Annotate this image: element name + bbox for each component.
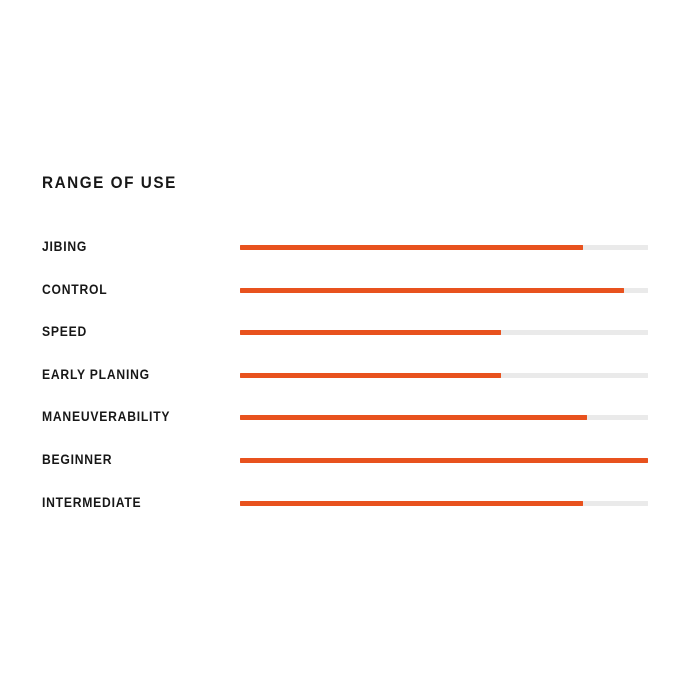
chart-row-label: JIBING [42, 239, 88, 254]
chart-row-fill [240, 415, 587, 421]
chart-row-fill [240, 330, 502, 336]
chart-row-track [240, 500, 648, 506]
chart-row-fill [240, 457, 648, 463]
chart-row-label: BEGINNER [42, 451, 113, 467]
chart-row-fill [240, 372, 502, 378]
chart-row-track [240, 457, 648, 463]
chart-row-fill [240, 245, 583, 250]
chart-row: INTERMEDIATE [0, 491, 700, 534]
chart-row-label: MANEUVERABILITY [42, 409, 171, 425]
chart-row-label: SPEED [42, 324, 88, 340]
range-of-use-chart: JIBING CONTROL SPEED EARLY PLANING MANEUVERA… [0, 235, 700, 533]
chart-row: BEGINNER [0, 448, 700, 491]
chart-row-label: EARLY PLANING [42, 366, 150, 382]
chart-row-label: INTERMEDIATE [42, 494, 142, 510]
page-title: RANGE OF USE [42, 173, 177, 192]
chart-row-track [240, 372, 648, 378]
chart-row-track [240, 330, 648, 336]
chart-row-label: CONTROL [42, 281, 108, 297]
chart-row-track [240, 287, 648, 293]
chart-row-track [240, 245, 648, 250]
chart-row: CONTROL [0, 278, 700, 321]
chart-row: SPEED [0, 320, 700, 363]
chart-row: MANEUVERABILITY [0, 405, 700, 448]
chart-row-track [240, 415, 648, 421]
chart-row-fill [240, 500, 583, 506]
chart-row-fill [240, 287, 624, 293]
chart-row: JIBING [0, 235, 700, 278]
chart-row: EARLY PLANING [0, 363, 700, 406]
